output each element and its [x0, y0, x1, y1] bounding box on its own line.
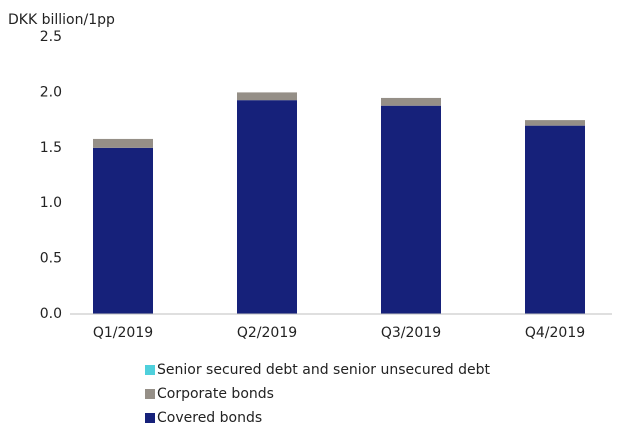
y-tick-label: 2.0 [40, 84, 62, 100]
y-tick-label: 0.5 [40, 251, 62, 267]
bar-segment [381, 105, 441, 314]
legend-label: Covered bonds [157, 410, 262, 426]
y-axis-title: DKK billion/1pp [8, 12, 115, 28]
x-tick-label: Q1/2019 [93, 325, 153, 341]
x-tick-label: Q3/2019 [381, 325, 441, 341]
legend-swatch [145, 389, 155, 399]
bar-segment [525, 120, 585, 126]
x-tick-label: Q2/2019 [237, 325, 297, 341]
x-tick-label: Q4/2019 [525, 325, 585, 341]
legend-label: Corporate bonds [157, 386, 274, 402]
y-tick-label: 0.0 [40, 306, 62, 322]
bar-segment [237, 100, 297, 314]
bar-segment [381, 97, 441, 106]
legend-swatch [145, 413, 155, 423]
bar-segment [237, 92, 297, 101]
legend-label: Senior secured debt and senior unsecured… [157, 362, 490, 378]
bar-segment [93, 138, 153, 148]
bar-segment [93, 147, 153, 314]
y-tick-label: 1.0 [40, 195, 62, 211]
legend-swatch [145, 365, 155, 375]
y-tick-label: 2.5 [40, 29, 62, 45]
y-tick-label: 1.5 [40, 140, 62, 156]
bar-segment [525, 125, 585, 314]
